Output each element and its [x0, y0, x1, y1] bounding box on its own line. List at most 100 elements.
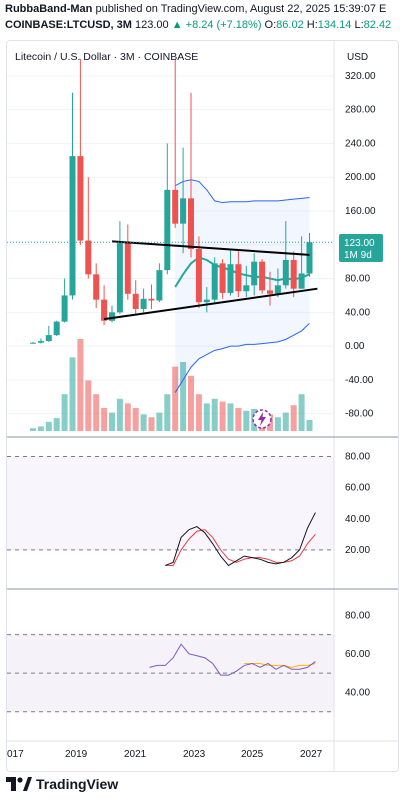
- volume-bar: [109, 412, 115, 431]
- publication-header: RubbaBand-Man published on TradingView.c…: [0, 0, 403, 36]
- candle-body: [124, 243, 131, 294]
- candle-body: [298, 273, 305, 289]
- time-tick-label: 2023: [183, 749, 206, 760]
- volume-bar: [156, 412, 163, 431]
- candle-body: [85, 240, 92, 275]
- symbol-line: COINBASE:LTCUSD, 3M 123.00 ▲ +8.24 (+7.1…: [5, 19, 391, 31]
- oscillator-2-ma-line: [244, 663, 316, 668]
- chart-svg[interactable]: 320.00280.00240.00200.00160.00120.0080.0…: [7, 41, 398, 771]
- low-value: 82.42: [363, 19, 392, 31]
- volume-bar: [203, 403, 210, 431]
- candle-body: [109, 312, 115, 321]
- price-tick-label: -40.00: [345, 375, 374, 386]
- oscillator-1-k-line: [165, 512, 316, 567]
- candle-body: [172, 189, 179, 224]
- volume-bar: [37, 426, 44, 431]
- volume-bar: [77, 339, 84, 431]
- price-tag-bg: [339, 234, 383, 262]
- oscillator-1-tick-label: 40.00: [345, 514, 370, 525]
- oscillator-1-d-line: [165, 529, 316, 566]
- time-tick-label: 2025: [241, 749, 264, 760]
- candle-body: [45, 335, 52, 342]
- oscillator-2-pane: [7, 634, 334, 713]
- last-price: 123.00: [134, 19, 169, 31]
- candle-body: [69, 156, 76, 296]
- price-tick-label: 40.00: [345, 307, 370, 318]
- author-name[interactable]: RubbaBand-Man: [5, 3, 93, 15]
- candle-body: [132, 293, 139, 309]
- time-tick-label: 017: [7, 749, 24, 760]
- candle-body: [227, 264, 234, 293]
- price-tick-label: 80.00: [345, 274, 370, 285]
- volume-bar: [53, 418, 60, 431]
- volume-bar: [124, 403, 131, 431]
- candle-body: [101, 299, 108, 321]
- currency-label: USD: [347, 52, 368, 63]
- price-tag-countdown: 1M 9d: [344, 250, 372, 261]
- volume-bar: [188, 375, 194, 431]
- volume-bar: [290, 405, 297, 431]
- candle-body: [180, 198, 187, 224]
- candle-body: [148, 298, 155, 301]
- candle-body: [243, 285, 250, 292]
- volume-bar: [172, 366, 179, 431]
- low-label: L:: [354, 19, 364, 31]
- volume-bar: [116, 398, 123, 431]
- oscillator-2-tick-label: 60.00: [345, 649, 370, 660]
- published-text: published on TradingView.com, August 22,…: [95, 3, 387, 15]
- price-tick-label: 280.00: [345, 105, 376, 116]
- time-tick-label: 2027: [300, 749, 323, 760]
- candle-body: [211, 263, 218, 300]
- price-tick-label: 200.00: [345, 172, 376, 183]
- volume-bar: [235, 408, 242, 431]
- candle-body: [306, 242, 313, 274]
- candle-body: [219, 263, 226, 293]
- candle-body: [164, 189, 171, 271]
- tradingview-logo[interactable]: TradingView: [6, 776, 118, 792]
- volume-bar: [219, 401, 226, 431]
- open-value: 86.02: [276, 19, 304, 31]
- price-tag: 123.00 1M 9d: [339, 234, 383, 262]
- volume-bar: [282, 412, 289, 431]
- candle-body: [274, 285, 281, 294]
- bollinger-lower-line: [174, 322, 310, 393]
- oscillator-1-zone: [7, 456, 334, 550]
- time-tick-label: 2021: [124, 749, 147, 760]
- bollinger-band-fill: [175, 179, 310, 393]
- volume-bar: [243, 410, 250, 431]
- high-label: H:: [306, 19, 318, 31]
- volume-bar: [274, 417, 281, 431]
- price-tick-label: 160.00: [345, 206, 376, 217]
- oscillator-2-tick-label: 80.00: [345, 610, 370, 621]
- volume-bar: [132, 408, 139, 431]
- volume-bar: [61, 394, 68, 431]
- chart-frame[interactable]: 320.00280.00240.00200.00160.00120.0080.0…: [6, 40, 399, 772]
- publication-line: RubbaBand-Man published on TradingView.c…: [5, 3, 386, 15]
- volume-bar: [93, 394, 100, 431]
- oscillator-1-tick-label: 60.00: [345, 483, 370, 494]
- high-value: 134.14: [317, 19, 352, 31]
- price-pane: [7, 59, 334, 431]
- price-tick-label: 240.00: [345, 138, 376, 149]
- volume-bar: [195, 394, 202, 431]
- oscillator-2-rsi-line: [149, 643, 316, 676]
- candle-body: [251, 261, 258, 286]
- volume-bar: [101, 408, 108, 431]
- chart-title: Litecoin / U.S. Dollar · 3M · COINBASE: [15, 51, 198, 63]
- candle-body: [156, 270, 163, 301]
- candle-body: [30, 342, 36, 344]
- candle-body: [37, 341, 44, 343]
- price-change: ▲ +8.24 (+7.18%): [171, 19, 262, 31]
- volume-bar: [85, 380, 92, 431]
- candle-body: [140, 298, 147, 309]
- candle-body: [116, 243, 123, 313]
- tradingview-wordmark: TradingView: [36, 776, 119, 792]
- oscillator-1-tick-label: 20.00: [345, 545, 370, 556]
- volume-bar: [164, 394, 171, 431]
- volume-bar: [180, 362, 187, 431]
- candle-body: [203, 299, 210, 303]
- volume-bar: [140, 414, 147, 431]
- lightning-icon[interactable]: [252, 409, 272, 429]
- bollinger-upper-line: [174, 179, 310, 204]
- candle-body: [61, 295, 68, 322]
